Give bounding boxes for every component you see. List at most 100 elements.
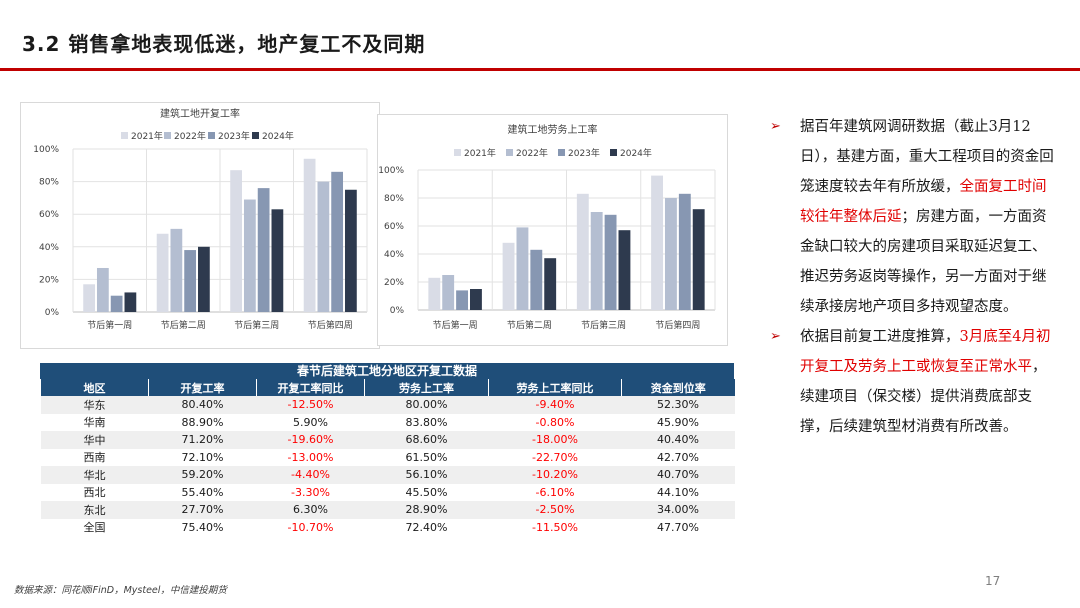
table-cell: 61.50% bbox=[364, 448, 489, 466]
table-row: 华中 71.20% -19.60% 68.60% -18.00% 40.40% bbox=[40, 431, 735, 449]
bar bbox=[544, 258, 557, 310]
legend-swatch bbox=[164, 132, 171, 139]
y-tick-label: 80% bbox=[39, 178, 59, 188]
table-cell: 55.40% bbox=[148, 483, 257, 501]
data-source-note: 数据来源：同花顺iFinD，Mysteel，中信建投期货 bbox=[14, 585, 227, 596]
table-cell: 27.70% bbox=[148, 501, 257, 519]
bar bbox=[470, 289, 482, 310]
body-text: 依据目前复工进度推算， bbox=[800, 329, 960, 345]
chart-construction-resumption-rate: 建筑工地开复工率 2021年 2022年 2023年 2024年 0% 20% 40% 60% 8… bbox=[20, 102, 380, 349]
y-tick-label: 100% bbox=[33, 145, 59, 155]
table-cell: 42.70% bbox=[621, 448, 735, 466]
table-cell: 88.90% bbox=[148, 413, 257, 431]
bar bbox=[96, 267, 109, 312]
bar bbox=[618, 230, 631, 310]
bar bbox=[692, 209, 705, 310]
bar bbox=[530, 249, 543, 310]
x-tick-label: 节后第一周 bbox=[433, 319, 478, 331]
bar bbox=[590, 212, 603, 310]
table-row: 全国 75.40% -10.70% 72.40% -11.50% 47.70% bbox=[40, 518, 735, 536]
table-cell: 34.00% bbox=[621, 501, 735, 519]
body-text: ；房建方面，一方面资金缺口较大的房建项目采取延迟复工、推迟劳务返岗等操作，另一方… bbox=[800, 209, 1047, 315]
x-tick-label: 节后第三周 bbox=[234, 319, 279, 331]
bar bbox=[184, 250, 197, 312]
table-cell: -10.20% bbox=[488, 466, 622, 484]
table-cell: -18.00% bbox=[488, 431, 622, 449]
table-cell: 华北 bbox=[40, 466, 149, 484]
x-tick-label: 节后第二周 bbox=[161, 319, 206, 331]
x-tick-label: 节后第二周 bbox=[507, 319, 552, 331]
bar bbox=[502, 242, 515, 310]
legend-swatch bbox=[252, 132, 259, 139]
table-row: 华南 88.90% 5.90% 83.80% -0.80% 45.90% bbox=[40, 413, 735, 431]
table-cell: 80.40% bbox=[148, 396, 257, 414]
table-cell: -19.60% bbox=[256, 431, 365, 449]
table-cell: 华中 bbox=[40, 431, 149, 449]
table-cell: 5.90% bbox=[256, 413, 365, 431]
table-cell: -22.70% bbox=[488, 448, 622, 466]
y-tick-label: 0% bbox=[45, 308, 60, 318]
arrow-bullet-icon: ➢ bbox=[770, 119, 781, 134]
table-cell: 68.60% bbox=[364, 431, 489, 449]
column-header: 开复工率同比 bbox=[256, 379, 365, 396]
legend-swatch bbox=[506, 149, 513, 156]
bar bbox=[664, 198, 677, 310]
column-header: 劳务上工率同比 bbox=[488, 379, 622, 396]
table-cell: 44.10% bbox=[621, 483, 735, 501]
y-tick-label: 100% bbox=[378, 166, 404, 176]
arrow-bullet-icon: ➢ bbox=[770, 329, 781, 344]
bar bbox=[456, 290, 469, 310]
table-cell: 71.20% bbox=[148, 431, 257, 449]
y-tick-label: 40% bbox=[39, 243, 59, 253]
x-tick-label: 节后第一周 bbox=[87, 319, 132, 331]
bar bbox=[442, 275, 455, 310]
table-cell: 45.50% bbox=[364, 483, 489, 501]
table-cell: 83.80% bbox=[364, 413, 489, 431]
data-table: 地区 开复工率 开复工率同比 劳务上工率 劳务上工率同比 资金到位率 华东 80.40% -1… bbox=[40, 379, 735, 536]
chart-canvas: 建筑工地开复工率 2021年 2022年 2023年 2024年 0% 20% 40% 60% 8… bbox=[33, 107, 368, 331]
table-row: 西北 55.40% -3.30% 45.50% -6.10% 44.10% bbox=[40, 483, 735, 501]
x-tick-label: 节后第四周 bbox=[655, 319, 700, 331]
table-cell: 华东 bbox=[40, 396, 149, 414]
table-cell: -11.50% bbox=[488, 518, 622, 536]
table-cell: 6.30% bbox=[256, 501, 365, 519]
bar bbox=[243, 199, 256, 312]
bar bbox=[257, 188, 270, 312]
table-cell: 52.30% bbox=[621, 396, 735, 414]
table-row: 华北 59.20% -4.40% 56.10% -10.20% 40.70% bbox=[40, 466, 735, 484]
table-cell: -13.00% bbox=[256, 448, 365, 466]
legend-swatch bbox=[121, 132, 128, 139]
bar bbox=[124, 292, 137, 312]
bar bbox=[331, 171, 344, 312]
table-cell: -0.80% bbox=[488, 413, 622, 431]
table-cell: 西北 bbox=[40, 483, 149, 501]
bar bbox=[345, 189, 357, 312]
bar bbox=[516, 227, 529, 310]
table-cell: -4.40% bbox=[256, 466, 365, 484]
table-cell: 45.90% bbox=[621, 413, 735, 431]
bullet-item: ➢ 据百年建筑网调研数据（截止3月12日），基建方面，重大工程项目的资金回笼速度较… bbox=[770, 112, 1054, 322]
table-cell: 80.00% bbox=[364, 396, 489, 414]
table-header-row: 地区 开复工率 开复工率同比 劳务上工率 劳务上工率同比 资金到位率 bbox=[40, 379, 735, 396]
regional-resumption-table: 春节后建筑工地分地区开复工数据 地区 开复工率 开复工率同比 劳务上工率 劳务上工率同比… bbox=[40, 363, 735, 536]
body-text: ，续建项目（保交楼）提供消费底部支撑，后续建筑型材消费有所改善。 bbox=[800, 359, 1047, 435]
bar bbox=[156, 233, 169, 312]
bar bbox=[198, 246, 210, 312]
legend-swatch bbox=[558, 149, 565, 156]
table-cell: -12.50% bbox=[256, 396, 365, 414]
table-cell: -10.70% bbox=[256, 518, 365, 536]
column-header: 资金到位率 bbox=[621, 379, 735, 396]
bar bbox=[230, 170, 242, 312]
table-cell: 40.40% bbox=[621, 431, 735, 449]
table-cell: 40.70% bbox=[621, 466, 735, 484]
table-body: 华东 80.40% -12.50% 80.00% -9.40% 52.30% 华南 88.90… bbox=[40, 396, 735, 536]
legend-swatch bbox=[610, 149, 617, 156]
table-cell: 28.90% bbox=[364, 501, 489, 519]
highlighted-text: 全面复工时间较往年整体后延 bbox=[800, 179, 1047, 225]
chart-title: 建筑工地劳务上工率 bbox=[508, 123, 598, 136]
column-header: 地区 bbox=[40, 379, 149, 396]
table-cell: 75.40% bbox=[148, 518, 257, 536]
table-title: 春节后建筑工地分地区开复工数据 bbox=[40, 363, 734, 379]
legend-label: 2024年 bbox=[620, 147, 652, 159]
table-row: 西南 72.10% -13.00% 61.50% -22.70% 42.70% bbox=[40, 448, 735, 466]
